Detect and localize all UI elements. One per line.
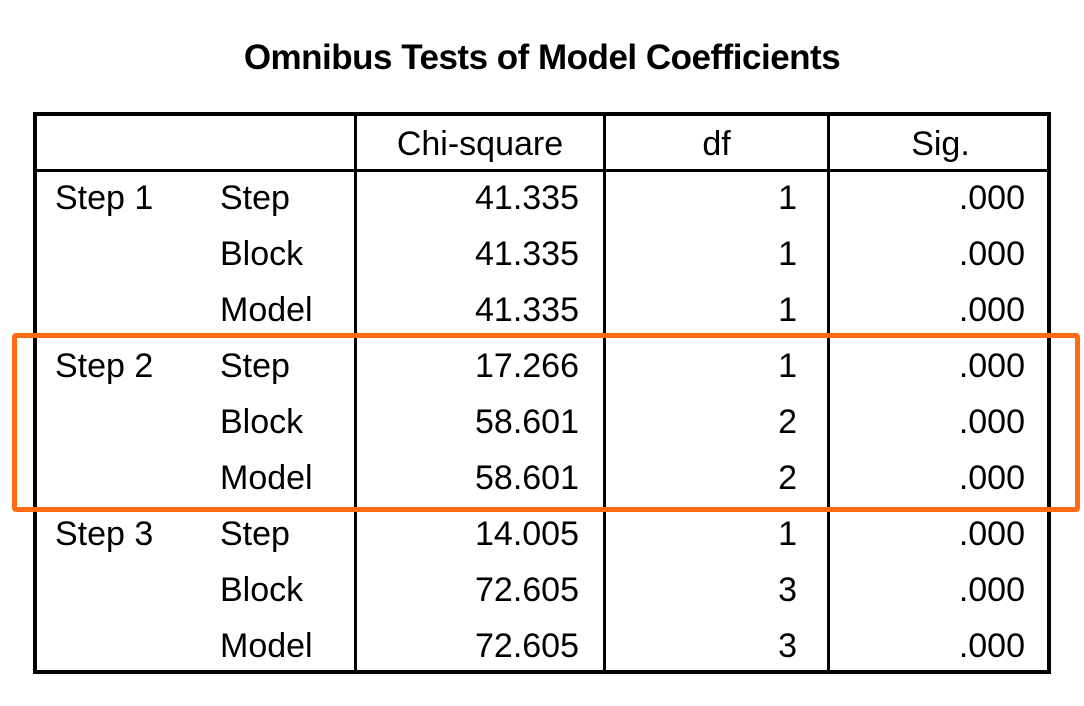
header-divider [37, 169, 1047, 172]
sig-value: .000 [958, 459, 1025, 497]
chi-square-value: 17.266 [475, 347, 579, 385]
sig-value: .000 [958, 403, 1025, 441]
table-title: Omnibus Tests of Model Coefficients [243, 38, 841, 77]
test-type: Step [220, 515, 290, 553]
test-type: Model [220, 459, 313, 497]
df-value: 1 [778, 179, 797, 217]
chi-square-value: 72.605 [475, 627, 579, 665]
sig-value: .000 [958, 571, 1025, 609]
column-divider [827, 116, 830, 670]
df-value: 3 [778, 571, 797, 609]
sig-value: .000 [958, 515, 1025, 553]
column-divider [603, 116, 606, 670]
sig-value: .000 [958, 179, 1025, 217]
step-label: Step 3 [55, 515, 154, 553]
sig-value: .000 [958, 347, 1025, 385]
test-type: Model [220, 291, 313, 329]
test-type: Step [220, 179, 290, 217]
chi-square-value: 72.605 [475, 571, 579, 609]
header-sig: Sig. [911, 125, 970, 163]
chi-square-value: 41.335 [475, 179, 579, 217]
chi-square-value: 41.335 [475, 235, 579, 273]
df-value: 1 [778, 347, 797, 385]
sig-value: .000 [958, 235, 1025, 273]
df-value: 2 [778, 459, 797, 497]
header-chi-square: Chi-square [396, 125, 564, 163]
step-label: Step 2 [55, 347, 154, 385]
df-value: 2 [778, 403, 797, 441]
sig-value: .000 [958, 627, 1025, 665]
df-value: 3 [778, 627, 797, 665]
chi-square-value: 41.335 [475, 291, 579, 329]
test-type: Model [220, 627, 313, 665]
step-label: Step 1 [55, 179, 154, 217]
chi-square-value: 58.601 [475, 403, 579, 441]
test-type: Block [220, 403, 304, 441]
test-type: Block [220, 571, 304, 609]
sig-value: .000 [958, 291, 1025, 329]
chi-square-value: 14.005 [475, 515, 579, 553]
chi-square-value: 58.601 [475, 459, 579, 497]
df-value: 1 [778, 291, 797, 329]
test-type: Block [220, 235, 304, 273]
df-value: 1 [778, 515, 797, 553]
omnibus-table: Chi-square df Sig. Step 1 Step 41.335 1 … [33, 112, 1051, 674]
test-type: Step [220, 347, 290, 385]
header-df: df [702, 125, 731, 163]
df-value: 1 [778, 235, 797, 273]
column-divider [354, 116, 357, 670]
